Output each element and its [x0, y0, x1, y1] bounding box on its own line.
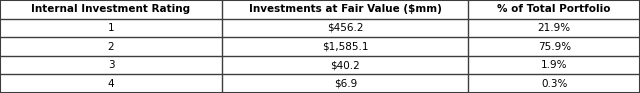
Bar: [468, 37, 640, 56]
Text: 1: 1: [108, 23, 115, 33]
Text: % of Total Portfolio: % of Total Portfolio: [497, 4, 611, 14]
Text: 2: 2: [108, 41, 115, 52]
Bar: [468, 19, 640, 37]
Bar: [222, 19, 468, 37]
Text: 21.9%: 21.9%: [538, 23, 571, 33]
Text: Investments at Fair Value ($mm): Investments at Fair Value ($mm): [249, 4, 442, 14]
Bar: [0, 37, 222, 56]
Bar: [222, 37, 468, 56]
Bar: [0, 56, 222, 74]
Bar: [468, 0, 640, 19]
Bar: [468, 56, 640, 74]
Bar: [0, 74, 222, 93]
Bar: [222, 0, 468, 19]
Text: 3: 3: [108, 60, 115, 70]
Text: 0.3%: 0.3%: [541, 79, 568, 89]
Text: $40.2: $40.2: [330, 60, 360, 70]
Bar: [0, 19, 222, 37]
Bar: [222, 74, 468, 93]
Text: 75.9%: 75.9%: [538, 41, 571, 52]
Text: Internal Investment Rating: Internal Investment Rating: [31, 4, 191, 14]
Text: $6.9: $6.9: [333, 79, 357, 89]
Text: 4: 4: [108, 79, 115, 89]
Bar: [222, 56, 468, 74]
Bar: [468, 74, 640, 93]
Text: $1,585.1: $1,585.1: [322, 41, 369, 52]
Text: 1.9%: 1.9%: [541, 60, 568, 70]
Bar: [0, 0, 222, 19]
Text: $456.2: $456.2: [327, 23, 364, 33]
